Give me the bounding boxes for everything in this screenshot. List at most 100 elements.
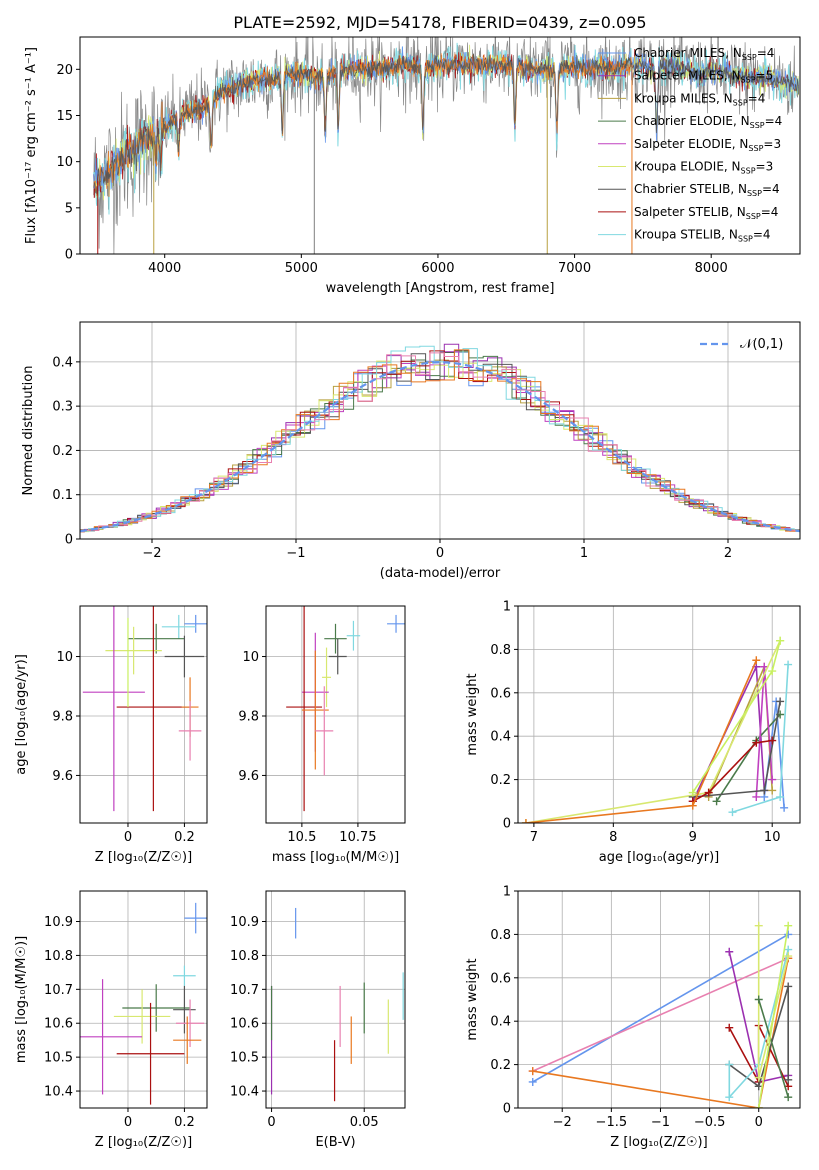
errorbar-point (175, 999, 205, 1047)
figure-title: PLATE=2592, MJD=54178, FIBERID=0439, z=0… (233, 13, 646, 32)
series-marker (528, 1067, 537, 1076)
weight-series (752, 662, 777, 801)
series-marker (704, 788, 713, 797)
y-tick-label: 10.8 (230, 949, 259, 964)
legend-label-suffix: =4 (757, 46, 775, 60)
legend-label-suffix: =3 (756, 160, 774, 174)
x-axis-label: mass [log₁₀(M/M☉)] (272, 850, 399, 865)
legend-label-sub: SSP (741, 167, 756, 176)
legend-label: Salpeter STELIB, NSSP=4 (634, 205, 778, 221)
y-tick-label: 0.4 (490, 730, 511, 745)
series-marker (760, 786, 769, 795)
y-tick-label: 9.8 (238, 709, 259, 724)
legend-label: Kroupa ELODIE, NSSP=3 (634, 160, 773, 176)
x-tick-label: 6000 (421, 261, 454, 276)
weight-series (728, 660, 793, 817)
series-marker (754, 1082, 763, 1091)
plot-area (93, 37, 800, 254)
y-tick-label: 0.2 (490, 773, 511, 788)
plot-area (521, 636, 793, 823)
x-tick-label: −2 (142, 546, 161, 561)
weight-series (754, 921, 793, 1108)
series-marker (728, 808, 737, 817)
normal-curve (80, 361, 800, 533)
y-tick-label: 0 (503, 1102, 511, 1117)
series-marker (725, 1060, 734, 1069)
series-marker (754, 921, 763, 930)
legend-label-suffix: =3 (763, 137, 781, 151)
series-marker (784, 660, 793, 669)
errorbar-point (127, 623, 185, 654)
x-tick-label: 8000 (695, 261, 728, 276)
legend-label-sub: SSP (746, 212, 761, 221)
series-line (532, 957, 789, 1072)
series-marker (528, 1077, 537, 1086)
errorbar-point (105, 626, 162, 675)
y-tick-label: 0.2 (490, 1058, 511, 1073)
y-tick-label: 0.8 (490, 643, 511, 658)
legend-label-sub: SSP (750, 121, 765, 130)
y-axis-label: Normed distribution (21, 366, 36, 496)
y-tick-label: 10.9 (230, 915, 259, 930)
x-tick-label: 0 (124, 1115, 132, 1130)
x-tick-label: −1 (651, 1115, 670, 1130)
errorbar-point (286, 606, 323, 812)
legend-label-sub: SSP (748, 144, 763, 153)
y-tick-label: 0.6 (490, 971, 511, 986)
legend-label-suffix: =4 (765, 114, 783, 128)
legend-label: Chabrier ELODIE, NSSP=4 (634, 114, 782, 130)
y-tick-label: 9.6 (52, 769, 73, 784)
series-marker (768, 736, 777, 745)
x-tick-label: 0.2 (174, 1115, 195, 1130)
errorbar-point (184, 902, 207, 934)
legend-label-sub: SSP (747, 189, 762, 198)
axes-frame (517, 605, 801, 824)
legend-label-main: Kroupa STELIB, N (634, 228, 738, 242)
y-tick-label: 10.5 (44, 1051, 73, 1066)
series-marker (780, 803, 789, 812)
series-marker (784, 930, 793, 939)
x-tick-label: 2 (724, 546, 732, 561)
series-marker (784, 1075, 793, 1084)
errorbar-point (113, 989, 171, 1044)
series-marker (768, 667, 777, 676)
y-tick-label: 10.7 (230, 983, 259, 998)
weight-series (754, 995, 793, 1102)
x-tick-label: 8 (609, 830, 617, 845)
errorbar-point (164, 635, 205, 678)
y-tick-label: 10.4 (44, 1085, 73, 1100)
legend-label-sub: SSP (742, 53, 757, 62)
series-marker (754, 1104, 763, 1108)
legend-label: Salpeter ELODIE, NSSP=3 (634, 137, 781, 153)
y-tick-label: 10.4 (230, 1085, 259, 1100)
errorbar-point (173, 985, 196, 1034)
series-marker (725, 1023, 734, 1032)
x-axis-label: Z [log₁₀(Z/Z☉)] (610, 1135, 707, 1150)
series-line (692, 739, 773, 803)
legend-label: Kroupa MILES, NSSP=4 (634, 91, 765, 107)
x-axis-label: Z [log₁₀(Z/Z☉)] (95, 1135, 192, 1150)
series-marker (521, 819, 530, 823)
series-marker (725, 1093, 734, 1102)
panel-ebv-mass: 0 0.05 10.4 10.5 10.6 10.7 10.8 10.9 E(B-V) (230, 890, 406, 1150)
errorbar-point (80, 979, 143, 1095)
series-marker (768, 786, 777, 795)
series-marker (752, 792, 761, 801)
spectrum-line (93, 52, 799, 195)
series-marker (712, 797, 721, 806)
series-marker (725, 947, 734, 956)
legend-label-sub: SSP (733, 98, 748, 107)
legend-label-suffix: =4 (748, 91, 766, 105)
x-tick-label: 7000 (558, 261, 591, 276)
errorbar-point (184, 614, 207, 633)
y-tick-label: 10.7 (44, 983, 73, 998)
errorbar-point (122, 984, 191, 1032)
panel-z-mass: 0 0.2 10.4 10.5 10.6 10.7 10.8 10.9 Z [log₁₀(Z/Z… (14, 890, 208, 1150)
series-marker (754, 995, 763, 1004)
y-axis-label: mass [log₁₀(M/M☉)] (14, 936, 29, 1063)
errorbar-point (322, 647, 332, 708)
x-tick-label: 1 (580, 546, 588, 561)
panel-age-weight: 7 8 9 10 0 0.2 0.4 0.6 0.8 1 age [log₁₀(age/yr)] ma… (465, 600, 801, 865)
y-tick-label: 0.8 (490, 928, 511, 943)
y-tick-label: 0 (65, 533, 73, 548)
